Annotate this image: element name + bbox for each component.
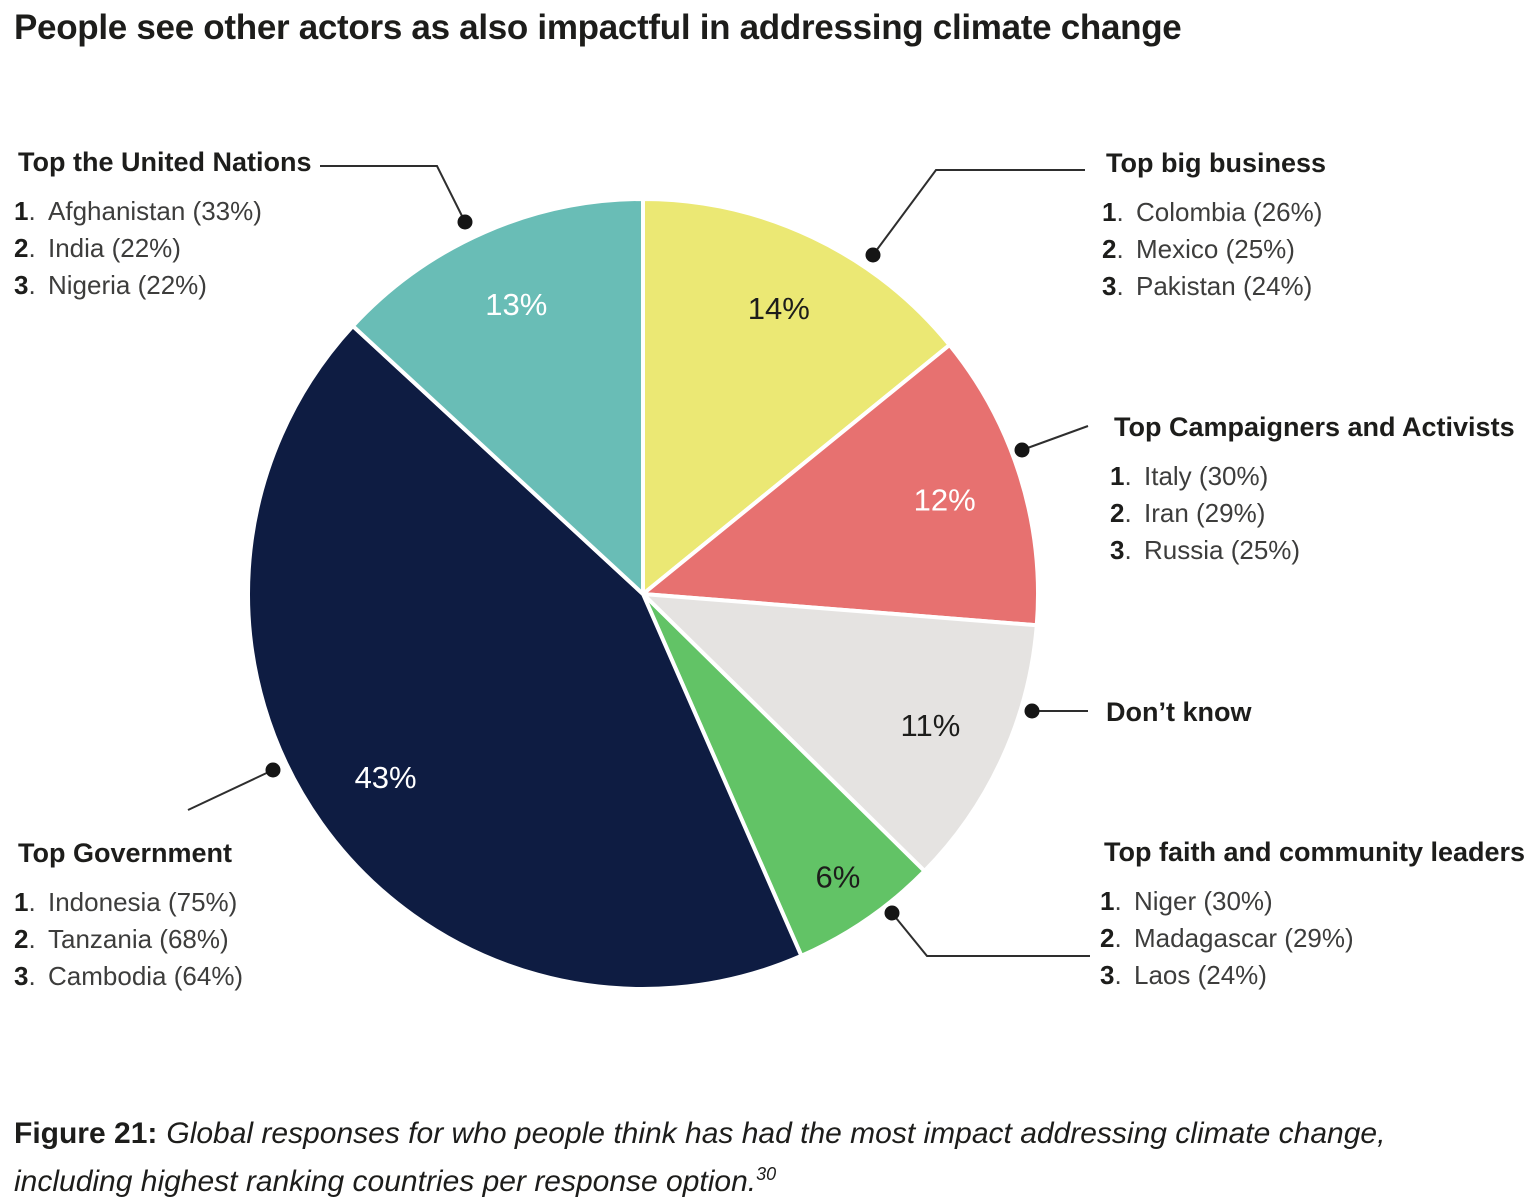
pie-slice-government: [246, 323, 804, 991]
callout-title: Don’t know: [1106, 697, 1252, 727]
callout-title: Top Campaigners and Activists: [1114, 412, 1515, 442]
callout-list-item: 3. Cambodia (64%): [14, 958, 243, 995]
pie-slice-pct-big_business: 14%: [748, 291, 810, 326]
callout-item-text: Russia (25%): [1144, 535, 1301, 565]
callout-item-rank: 3.: [1102, 271, 1124, 301]
callout-title: Top Government: [18, 838, 233, 868]
callout-list-item: 1. Italy (30%): [1110, 458, 1515, 495]
callout-government: Top Government 1. Indonesia (75%) 2. Tanzani…: [14, 837, 243, 995]
callout-item-rank: 2.: [1100, 923, 1122, 953]
callout-item-rank: 1.: [1100, 886, 1122, 916]
callout-item-rank: 2.: [14, 924, 36, 954]
callout-item-rank: 1.: [1102, 197, 1124, 227]
figure-caption-text: Global responses for who people think ha…: [14, 1117, 1386, 1198]
callout-item-text: Mexico (25%): [1136, 234, 1295, 264]
callout-item-text: Indonesia (75%): [48, 887, 238, 917]
callout-list-item: 2. Madagascar (29%): [1100, 920, 1524, 957]
leader-dot-big-business: [865, 247, 881, 263]
pie-slice-pct-government: 43%: [355, 760, 417, 795]
callout-item-text: Italy (30%): [1144, 461, 1269, 491]
callout-item-text: Pakistan (24%): [1136, 271, 1313, 301]
callout-list-item: 3. Laos (24%): [1100, 957, 1524, 994]
callout-list-item: 2. Iran (29%): [1110, 495, 1515, 532]
callout-campaigners: Top Campaigners and Activists 1. Italy (30…: [1110, 411, 1515, 569]
callout-dont-know: Don’t know: [1102, 696, 1251, 743]
leader-dot-faith: [884, 905, 900, 921]
leader-dot-government: [265, 762, 281, 778]
callout-item-text: Cambodia (64%): [48, 961, 244, 991]
callout-item-rank: 3.: [1100, 960, 1122, 990]
callout-faith: Top faith and community leaders 1. Niger (…: [1100, 836, 1524, 994]
leader-dot-dont-know: [1024, 703, 1040, 719]
callout-item-text: Afghanistan (33%): [48, 196, 262, 226]
pie-slice-dont_know: [641, 592, 1039, 874]
pie-chart: 14% 12% 11% 6% 43% 13%: [246, 197, 1041, 991]
callout-item-text: Tanzania (68%): [48, 924, 229, 954]
callout-item-text: Madagascar (29%): [1134, 923, 1354, 953]
callout-big-business: Top big business 1. Colombia (26%) 2. Mexico…: [1102, 147, 1326, 305]
callout-item-text: Iran (29%): [1144, 498, 1266, 528]
callout-list-item: 3. Russia (25%): [1110, 532, 1515, 569]
callout-title: Top faith and community leaders: [1104, 837, 1524, 867]
callout-item-text: Nigeria (22%): [48, 270, 207, 300]
callout-list-item: 3. Nigeria (22%): [14, 267, 311, 304]
callout-leaders: [187, 165, 1090, 957]
callout-list-item: 1. Afghanistan (33%): [14, 193, 311, 230]
callout-list-item: 2. Mexico (25%): [1102, 231, 1326, 268]
callout-title: Top the United Nations: [18, 147, 312, 177]
leader-dot-united-nations: [457, 214, 473, 230]
leader-dot-campaigners: [1014, 442, 1030, 458]
pie-slice-united_nations: [350, 197, 645, 596]
callout-list-item: 2. Tanzania (68%): [14, 921, 243, 958]
leader-line-government: [187, 769, 274, 811]
callout-item-text: Colombia (26%): [1136, 197, 1323, 227]
callout-list-item: 1. Colombia (26%): [1102, 194, 1326, 231]
callout-item-rank: 1.: [14, 196, 36, 226]
pie-slice-faith: [641, 592, 927, 958]
leader-line-faith: [891, 912, 1090, 957]
callout-item-rank: 1.: [1110, 461, 1132, 491]
pie-slice-big_business: [641, 197, 952, 596]
callout-list-item: 2. India (22%): [14, 230, 311, 267]
callout-list-item: 3. Pakistan (24%): [1102, 268, 1326, 305]
callout-item-text: India (22%): [48, 233, 181, 263]
callout-item-rank: 3.: [1110, 535, 1132, 565]
callout-item-rank: 1.: [14, 887, 36, 917]
pie-slice-pct-campaigners: 12%: [914, 483, 976, 518]
callout-list-item: 1. Niger (30%): [1100, 883, 1524, 920]
figure-caption-footnote: 30: [756, 1164, 777, 1184]
page-title: People see other actors as also impactfu…: [14, 8, 1182, 47]
leader-line-campaigners: [1021, 425, 1089, 451]
pie-slice-campaigners: [641, 342, 1041, 628]
pie-slice-pct-faith: 6%: [815, 860, 860, 895]
figure-caption: Figure 21: Global responses for who peopl…: [14, 1110, 1510, 1204]
callout-item-rank: 2.: [1110, 498, 1132, 528]
callout-item-text: Laos (24%): [1134, 960, 1267, 990]
callout-item-rank: 3.: [14, 961, 36, 991]
callout-united-nations: Top the United Nations 1. Afghanistan (33%…: [14, 146, 311, 304]
pie-slice-pct-dont_know: 11%: [901, 708, 961, 743]
leader-line-big-business: [872, 169, 1085, 256]
leader-line-united-nations: [320, 165, 466, 223]
callout-list-item: 1. Indonesia (75%): [14, 884, 243, 921]
callout-item-rank: 2.: [1102, 234, 1124, 264]
figure-caption-label: Figure 21:: [14, 1117, 158, 1150]
callout-item-rank: 3.: [14, 270, 36, 300]
callout-title: Top big business: [1106, 148, 1327, 178]
pie-slice-pct-united_nations: 13%: [485, 287, 547, 322]
callout-item-text: Niger (30%): [1134, 886, 1273, 916]
callout-item-rank: 2.: [14, 233, 36, 263]
